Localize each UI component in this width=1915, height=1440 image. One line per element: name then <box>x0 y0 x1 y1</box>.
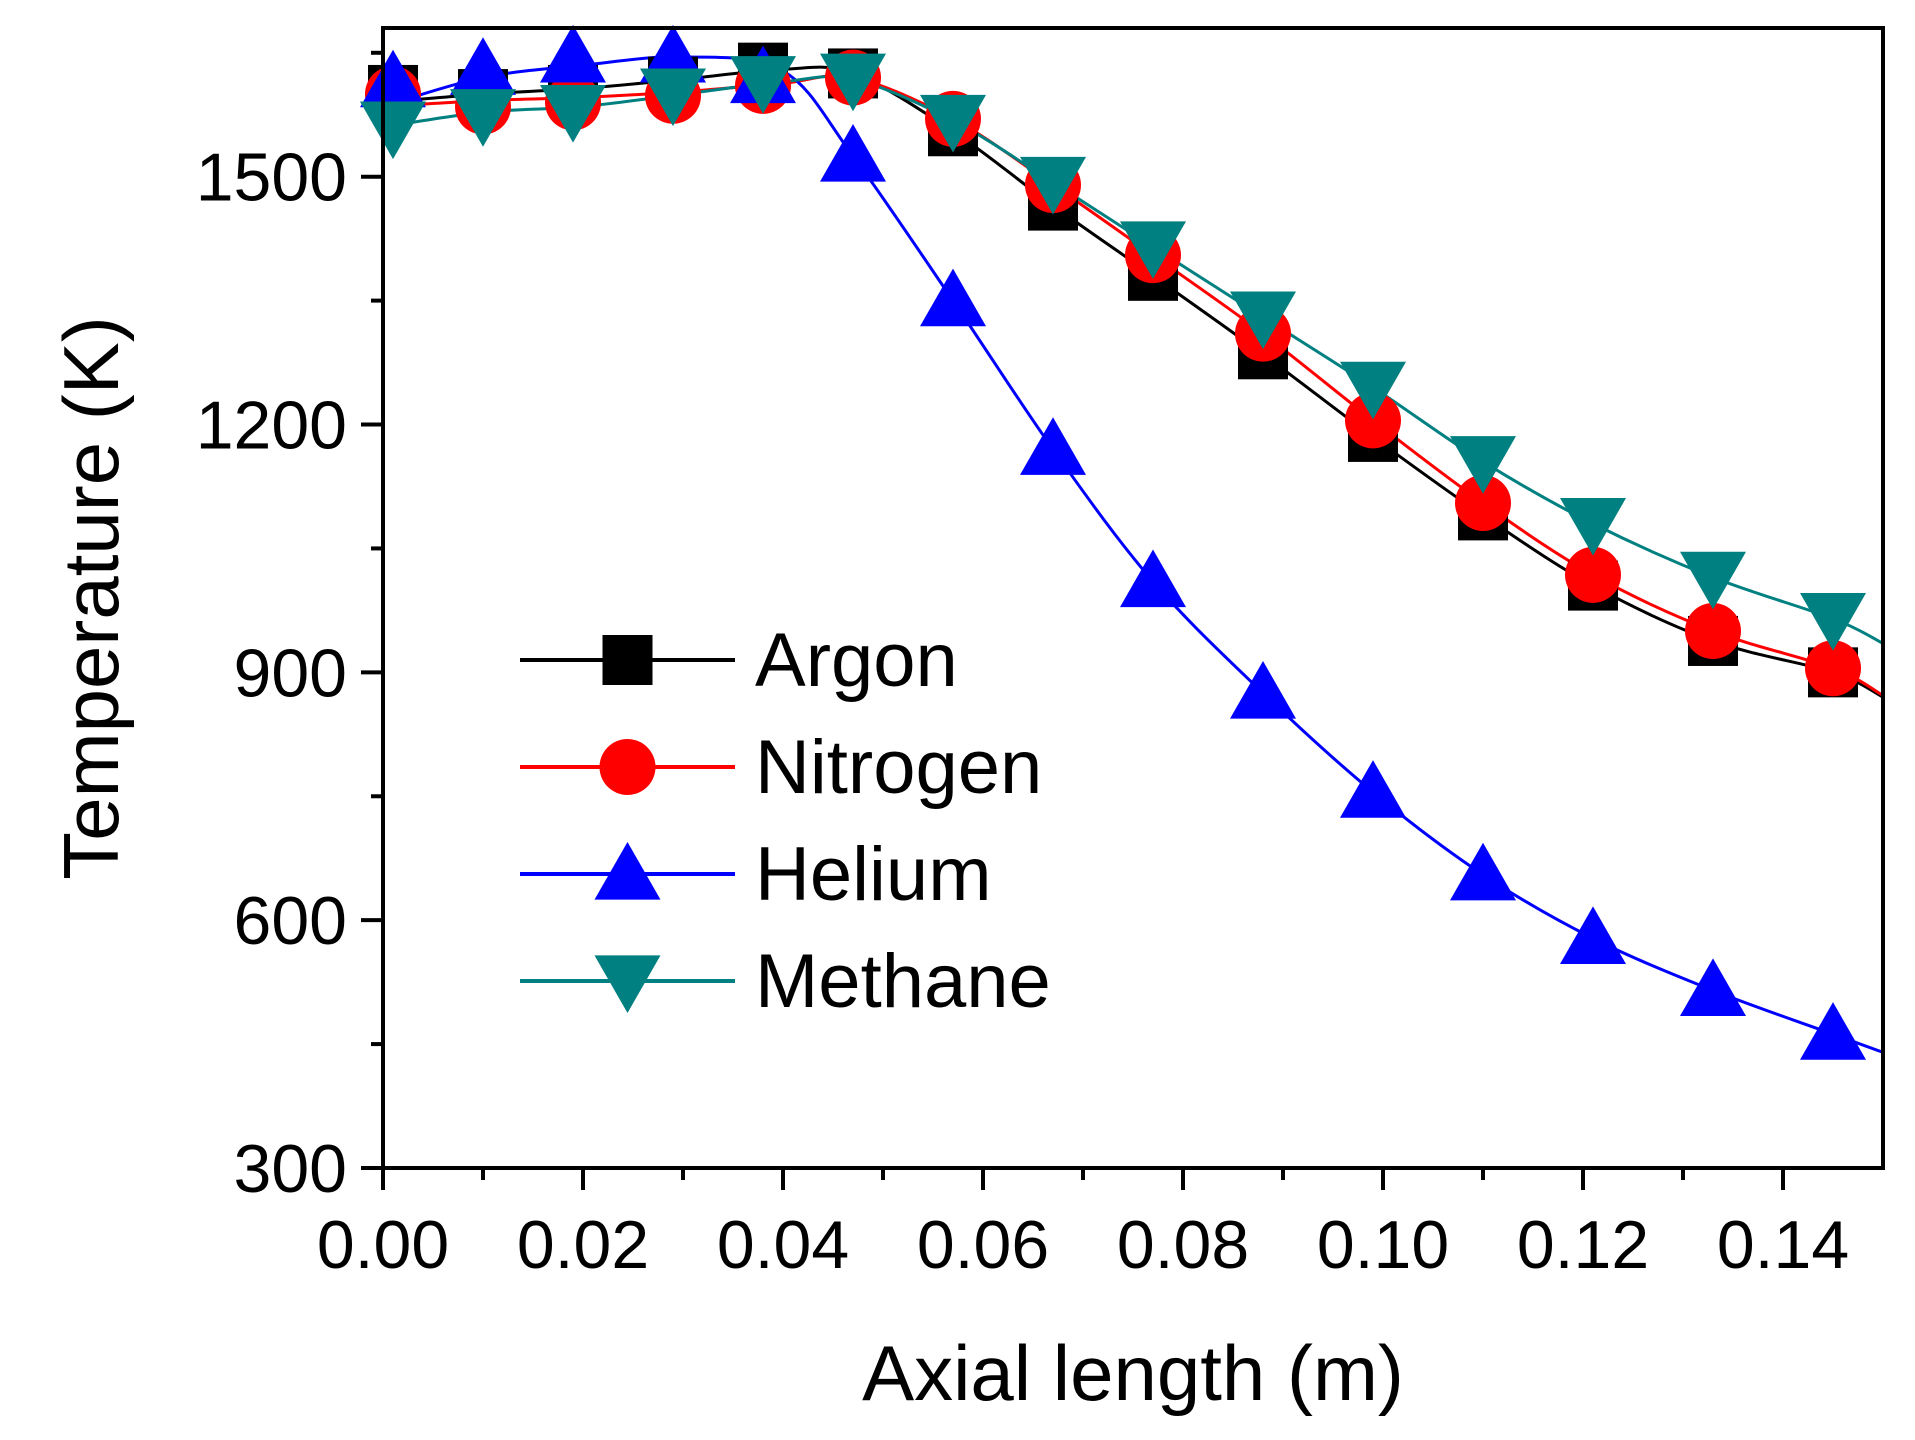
legend-marker-methane <box>594 955 661 1013</box>
y-axis-title: Temperature (K) <box>47 316 135 880</box>
data-point-nitrogen <box>1345 392 1401 449</box>
series-line-argon <box>383 65 1883 699</box>
legend-item-helium: Helium <box>520 832 992 917</box>
series-line-nitrogen <box>383 74 1883 697</box>
legend-marker-argon <box>602 635 653 685</box>
plot-frame <box>381 26 1885 1170</box>
data-point-helium <box>1020 417 1086 475</box>
y-tick-label: 300 <box>234 1131 347 1207</box>
series-curves <box>383 55 1883 1054</box>
series-markers-argon <box>368 42 1858 698</box>
legend-marker-nitrogen <box>599 739 656 795</box>
x-tick-label: 0.12 <box>1517 1207 1649 1283</box>
legend-item-methane: Methane <box>520 939 1051 1024</box>
legend-label-nitrogen: Nitrogen <box>755 725 1042 810</box>
data-point-helium <box>920 268 986 327</box>
data-point-nitrogen <box>1805 640 1861 697</box>
data-point-methane <box>920 94 986 153</box>
data-point-methane <box>1340 361 1406 420</box>
x-tick-label: 0.04 <box>717 1207 849 1283</box>
x-tick-label: 0.06 <box>917 1207 1049 1283</box>
data-point-helium <box>1800 1002 1866 1060</box>
legend: Argon Nitrogen Helium Methane <box>520 618 1051 1024</box>
data-point-methane <box>1120 221 1186 279</box>
x-tick-label: 0.10 <box>1317 1207 1449 1283</box>
x-tick-label: 0.14 <box>1717 1207 1849 1283</box>
data-point-nitrogen <box>1455 475 1511 531</box>
data-point-methane <box>730 56 796 114</box>
data-point-methane <box>540 85 606 143</box>
legend-label-argon: Argon <box>755 618 958 703</box>
legend-label-methane: Methane <box>755 939 1051 1024</box>
y-tick-label: 1200 <box>196 388 347 464</box>
data-point-helium <box>450 37 516 95</box>
legend-item-nitrogen: Nitrogen <box>520 725 1042 810</box>
data-point-methane <box>820 53 886 112</box>
x-axis-title: Axial length (m) <box>862 1329 1404 1417</box>
data-point-helium <box>1560 906 1626 964</box>
data-point-methane <box>1680 551 1746 610</box>
y-tick-label: 900 <box>234 635 347 711</box>
series-markers <box>360 24 1866 1060</box>
y-tick-label: 1500 <box>196 140 347 216</box>
data-point-helium <box>1230 661 1296 719</box>
legend-item-argon: Argon <box>520 618 958 703</box>
data-point-helium <box>640 24 706 83</box>
series-markers-helium <box>360 24 1866 1060</box>
data-point-helium <box>1680 958 1746 1016</box>
data-point-helium <box>1450 842 1516 901</box>
data-point-methane <box>1020 156 1086 215</box>
data-point-methane <box>1800 593 1866 651</box>
data-point-methane <box>450 89 516 147</box>
x-tick-label: 0.00 <box>317 1207 449 1283</box>
x-axis-ticks: 0.00 0.02 0.04 0.06 0.08 0.10 0.12 0.14 <box>317 1168 1849 1283</box>
data-point-helium <box>820 124 886 182</box>
data-point-methane <box>1230 291 1296 350</box>
y-axis-ticks: 300 600 900 1200 1500 <box>196 50 383 1207</box>
data-point-nitrogen <box>1565 546 1621 603</box>
data-point-helium <box>1120 549 1186 608</box>
data-point-nitrogen <box>1685 603 1741 660</box>
series-markers-methane <box>360 53 1866 651</box>
x-tick-label: 0.02 <box>517 1207 649 1283</box>
data-point-methane <box>360 101 426 160</box>
data-point-helium <box>540 24 606 83</box>
data-point-helium <box>360 49 426 108</box>
legend-label-helium: Helium <box>755 832 992 917</box>
y-tick-label: 600 <box>234 883 347 959</box>
data-point-helium <box>1340 760 1406 818</box>
data-point-methane <box>640 68 706 127</box>
x-tick-label: 0.08 <box>1117 1207 1249 1283</box>
legend-marker-helium <box>594 842 661 900</box>
data-point-methane <box>1560 498 1626 556</box>
data-point-methane <box>1450 436 1516 494</box>
